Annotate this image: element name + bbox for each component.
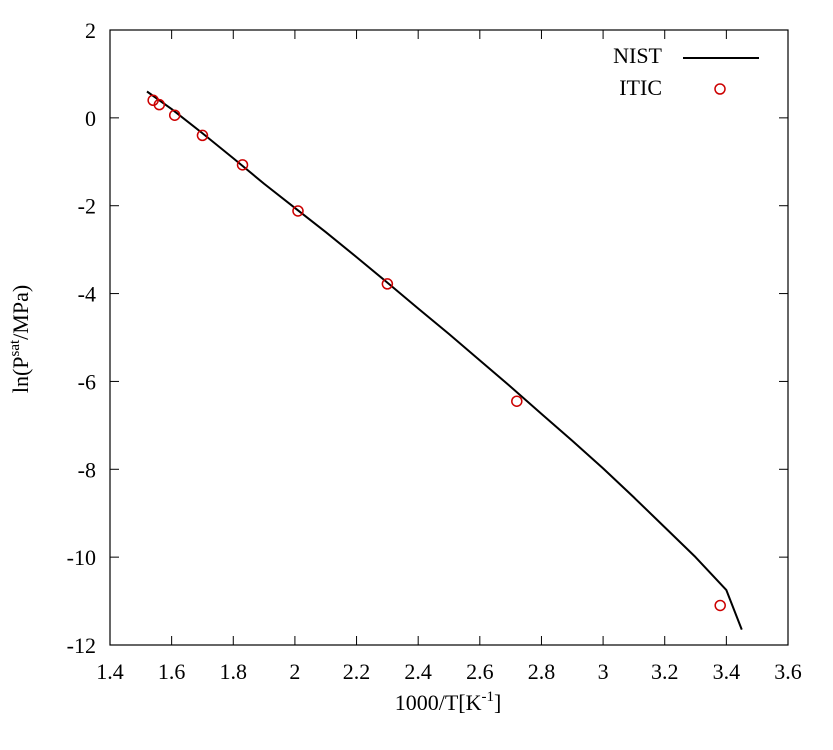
x-tick-label: 3: [598, 659, 609, 684]
x-tick-label: 3.2: [651, 659, 679, 684]
x-tick-label: 2.6: [466, 659, 494, 684]
x-tick-label: 2.8: [528, 659, 556, 684]
series-line-nist: [146, 90, 743, 630]
tick-labels: 1.4 1.6 1.8 2 2.2 2.4 2.6 2.8 3 3.2 3.4 3.6 2 0 -2 -4 -6…: [67, 18, 802, 684]
data-point-itic: [381, 278, 394, 290]
data-point-itic: [236, 159, 249, 171]
legend-marker-itic: [714, 83, 726, 95]
y-tick-label: -2: [78, 194, 96, 219]
plot-frame: [109, 29, 789, 646]
legend-label-itic: ITIC: [619, 75, 662, 100]
y-tick-label: -10: [67, 545, 96, 570]
data-point-itic: [292, 205, 304, 217]
x-tick-label: 2: [289, 659, 300, 684]
series-layer: [146, 90, 743, 630]
x-tick-label: 2.4: [404, 659, 432, 684]
x-tick-label: 1.8: [220, 659, 248, 684]
x-tick-label: 1.6: [158, 659, 186, 684]
y-tick-label: -6: [78, 369, 96, 394]
data-point-itic: [196, 129, 209, 142]
x-tick-label: 1.4: [96, 659, 124, 684]
y-tick-label: -8: [78, 457, 96, 482]
data-point-itic: [511, 395, 523, 407]
x-tick-label: 2.2: [343, 659, 371, 684]
data-point-itic: [153, 98, 166, 111]
y-axis-title: ln(Psat/MPa): [7, 285, 33, 393]
y-tick-label: 2: [85, 18, 96, 43]
y-tick-label: -4: [78, 282, 96, 307]
legend-label-nist: NIST: [613, 43, 662, 68]
y-tick-label: -12: [67, 633, 96, 658]
data-point-itic: [714, 599, 726, 612]
x-axis-title: 1000/T[K-1]: [395, 689, 502, 715]
x-tick-label: 3.4: [713, 659, 741, 684]
tick-marks: [109, 29, 789, 646]
x-tick-label: 3.6: [774, 659, 802, 684]
y-tick-label: 0: [85, 106, 96, 131]
data-point-itic: [168, 109, 181, 121]
legend: NIST ITIC: [613, 43, 759, 100]
